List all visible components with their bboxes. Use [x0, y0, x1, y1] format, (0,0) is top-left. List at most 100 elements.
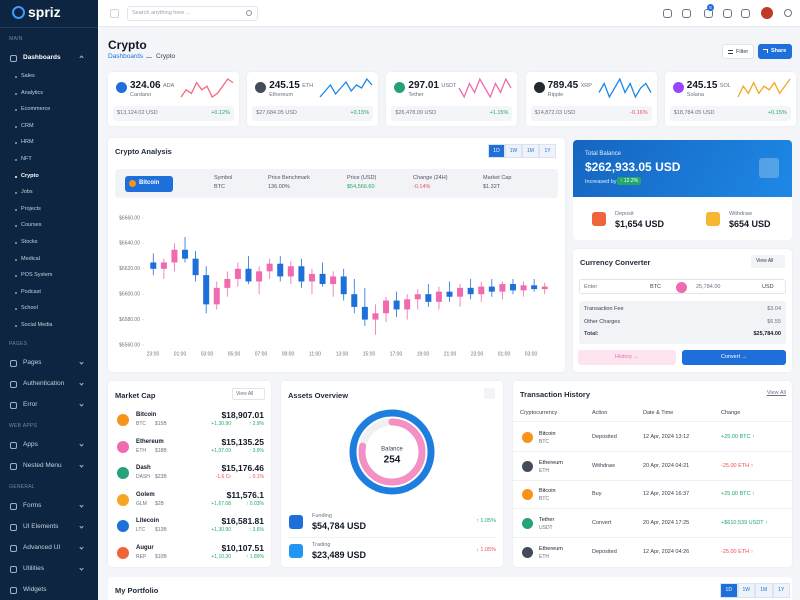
- view-all-dropdown[interactable]: View All: [232, 388, 265, 400]
- row-divider: [288, 537, 496, 538]
- view-all-dropdown[interactable]: View All: [751, 255, 785, 268]
- nav-subitem[interactable]: School: [21, 305, 38, 312]
- nav-chevron: [79, 360, 84, 365]
- candle-body: [531, 285, 538, 290]
- nav-subitem[interactable]: Podcast: [21, 288, 41, 295]
- fee-label: Other Charges: [584, 318, 621, 325]
- row-divider: [513, 451, 792, 452]
- time-tab[interactable]: 1D: [720, 583, 738, 598]
- nav-item[interactable]: Utilities: [23, 565, 44, 572]
- tx-change: +25.00 BTC ↑: [721, 434, 755, 440]
- time-tab[interactable]: 1W: [505, 144, 522, 158]
- nav-item[interactable]: Nested Menu: [23, 462, 62, 469]
- time-tab[interactable]: 1Y: [539, 144, 556, 158]
- nav-subitem[interactable]: CRM: [21, 122, 34, 129]
- asset-icon: [289, 544, 303, 558]
- menu-button[interactable]: [484, 388, 495, 399]
- nav-subitem[interactable]: Stocks: [21, 239, 38, 245]
- nav-dot: [15, 192, 17, 195]
- x-tick-label: 01:00: [498, 351, 511, 357]
- coin-select[interactable]: Bitcoin: [125, 176, 173, 192]
- collapse-button[interactable]: [110, 9, 119, 18]
- nav-subitem[interactable]: POS System: [21, 272, 53, 279]
- balance-top: Total Balance $262,933.05 USD Increased by…: [573, 140, 792, 197]
- nav-subitem[interactable]: HRM: [21, 139, 34, 146]
- nav-subitem[interactable]: Social Media: [21, 322, 53, 328]
- coin-icon: [117, 493, 129, 506]
- swap-button[interactable]: [676, 281, 687, 293]
- search-box[interactable]: Search anything here ...: [127, 6, 258, 21]
- nav-item[interactable]: Widgets: [23, 586, 47, 593]
- ticker-usd: $18,784.05 USD: [673, 110, 715, 116]
- settings-icon[interactable]: [784, 9, 792, 17]
- assets-panel: Assets Overview Balance 254 Funding $54,784 …: [281, 381, 503, 567]
- nav-subitem[interactable]: NFT: [21, 156, 32, 162]
- topbar-icon[interactable]: [723, 9, 732, 18]
- nav-subitem[interactable]: Courses: [21, 222, 42, 229]
- nav-item[interactable]: Authentication: [23, 380, 65, 387]
- avatar[interactable]: [761, 7, 773, 19]
- filter-icon: [728, 50, 733, 54]
- converter-panel: Currency Converter View All Enter BTC 25,784…: [573, 249, 792, 372]
- panel-title: Transaction History: [520, 390, 591, 399]
- convert-button[interactable]: Convert →: [682, 350, 786, 365]
- panel-title: My Portfolio: [115, 586, 159, 595]
- stat-label: Change (24H): [413, 175, 448, 181]
- nav-subitem[interactable]: Crypto: [21, 172, 39, 179]
- ticker-name: Ethereum: [269, 92, 294, 98]
- topbar-icon[interactable]: [663, 9, 672, 18]
- nav-item[interactable]: Advanced UI: [23, 544, 61, 551]
- x-tick-label: 15:00: [363, 351, 376, 357]
- candle-body: [351, 294, 358, 307]
- time-tab[interactable]: 1M: [755, 583, 773, 598]
- bank-icon: [759, 158, 779, 178]
- nav-item[interactable]: Apps: [23, 441, 38, 448]
- withdraw-amount: $654 USD: [729, 219, 771, 229]
- time-tab[interactable]: 1Y: [772, 583, 790, 598]
- share-button[interactable]: Share: [758, 44, 792, 59]
- time-tab[interactable]: 1M: [522, 144, 539, 158]
- logo-icon: [12, 6, 25, 19]
- topbar-icon[interactable]: [741, 9, 750, 18]
- tx-name: Tether: [539, 517, 555, 524]
- history-button[interactable]: History →: [578, 350, 676, 365]
- ticker-price: 324.06: [130, 80, 161, 91]
- nav-subitem[interactable]: Ecommerce: [21, 106, 51, 113]
- view-all-link[interactable]: View All: [766, 390, 786, 396]
- time-tab[interactable]: 1D: [488, 144, 505, 158]
- nav-subitem[interactable]: Sales: [21, 73, 35, 79]
- nav-item[interactable]: UI Elements: [23, 523, 59, 530]
- to-select[interactable]: USD: [762, 283, 774, 290]
- ticker-price: 789.45: [547, 80, 579, 91]
- candle-body: [245, 268, 252, 282]
- ticker-usd: $13,124.02 USD: [117, 110, 158, 116]
- nav-item[interactable]: Error: [23, 401, 38, 408]
- nav-item[interactable]: Pages: [23, 359, 42, 366]
- coin-cap: $15B: [155, 421, 167, 427]
- topbar-icon[interactable]: [682, 9, 691, 18]
- breadcrumb-link[interactable]: Dashboards: [108, 53, 144, 60]
- ring: [358, 418, 426, 486]
- filter-button[interactable]: Filter: [722, 44, 754, 59]
- nav-dot: [15, 125, 17, 128]
- nav-subitem[interactable]: Medical: [21, 255, 40, 262]
- sparkline: [180, 78, 234, 98]
- nav-item[interactable]: Dashboards: [23, 54, 61, 61]
- nav-subitem[interactable]: Analytics: [21, 89, 44, 96]
- nav-subitem[interactable]: Projects: [21, 205, 41, 212]
- candle-body: [425, 294, 432, 302]
- nav-item[interactable]: Forms: [23, 502, 42, 509]
- ticker-footer: $26,478.09 USD +1.15%: [391, 106, 513, 121]
- x-tick-label: 23:00: [471, 351, 484, 357]
- tx-date: 12 Apr, 2024 04:26: [643, 548, 690, 555]
- coin-name: Ethereum: [136, 438, 164, 445]
- nav-icon: [10, 381, 17, 388]
- time-tab[interactable]: 1W: [737, 583, 755, 598]
- x-tick-label: 21:00: [444, 351, 457, 357]
- fee-label: Transaction Fee: [584, 306, 624, 312]
- from-select[interactable]: BTC: [650, 283, 661, 290]
- asset-change: ↓ 1.05%: [476, 547, 496, 553]
- nav-subitem[interactable]: Jobs: [21, 189, 33, 196]
- nav-dot: [15, 76, 17, 78]
- candle-body: [192, 258, 199, 276]
